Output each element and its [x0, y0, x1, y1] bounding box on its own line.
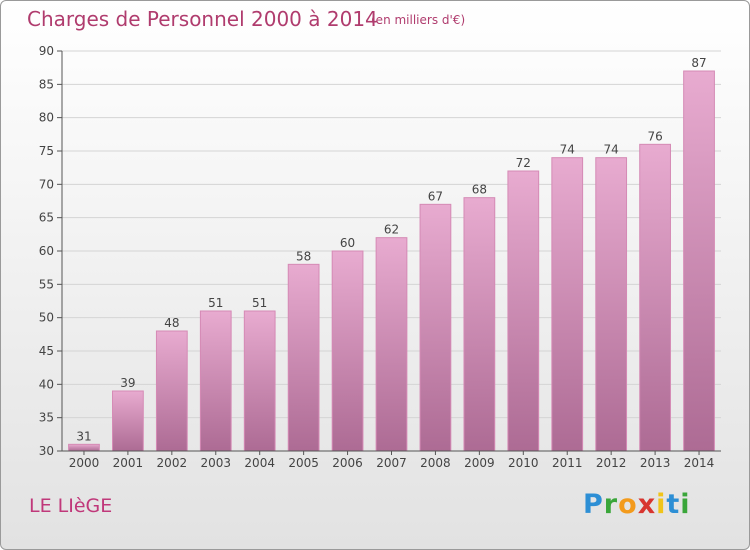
x-tick-label-2003: 2003: [200, 456, 231, 470]
bar-2004: [243, 310, 276, 452]
y-tick-label: 35: [39, 411, 54, 425]
data-label-2000: 31: [76, 429, 91, 443]
x-tick-label-2007: 2007: [376, 456, 407, 470]
bar-2001: [112, 390, 144, 452]
x-tick-label-2010: 2010: [508, 456, 539, 470]
logo-letter: t: [666, 489, 681, 520]
y-tick-label: 45: [39, 344, 54, 358]
data-label-2010: 72: [516, 156, 531, 170]
y-tick-label: 40: [39, 377, 54, 391]
data-label-2002: 48: [164, 316, 179, 330]
bar-2010: [507, 170, 540, 452]
bar-2003: [199, 310, 232, 452]
x-tick-label-2009: 2009: [464, 456, 495, 470]
logo-letter: x: [637, 489, 657, 520]
x-tick-label-2002: 2002: [157, 456, 188, 470]
data-label-2009: 68: [472, 183, 487, 197]
y-tick-label: 90: [39, 44, 54, 58]
bar-2012: [595, 157, 628, 452]
x-tick-label-2008: 2008: [420, 456, 451, 470]
chart-subtitle: (en milliers d'€): [371, 13, 466, 27]
bar-2005: [287, 263, 320, 452]
x-tick-label-2006: 2006: [332, 456, 363, 470]
bar-2009: [463, 197, 496, 452]
x-tick-label-2011: 2011: [552, 456, 583, 470]
logo-letter: P: [583, 489, 604, 520]
y-tick-label: 80: [39, 111, 54, 125]
proxiti-logo: Proxiti: [583, 489, 691, 520]
data-label-2005: 58: [296, 249, 311, 263]
x-tick-label-2012: 2012: [596, 456, 627, 470]
x-tick-label-2014: 2014: [684, 456, 715, 470]
bar-2007: [375, 237, 408, 452]
data-label-2001: 39: [120, 376, 135, 390]
y-tick-label: 50: [39, 311, 54, 325]
data-label-2003: 51: [208, 296, 223, 310]
y-tick-label: 30: [39, 444, 54, 458]
data-label-2014: 87: [691, 56, 706, 70]
data-label-2006: 60: [340, 236, 355, 250]
bar-2002: [155, 330, 188, 452]
x-tick-label-2005: 2005: [288, 456, 319, 470]
bar-2006: [331, 250, 364, 452]
bar-2014: [683, 70, 715, 452]
bar-2013: [639, 143, 671, 452]
y-tick-label: 60: [39, 244, 54, 258]
data-label-2012: 74: [604, 143, 619, 157]
logo-letter: i: [680, 489, 691, 520]
bar-2011: [551, 157, 584, 452]
logo-letter: i: [656, 489, 667, 520]
chart-title: Charges de Personnel 2000 à 2014: [27, 7, 378, 31]
bar-2000: [68, 443, 100, 452]
data-label-2013: 76: [647, 129, 662, 143]
y-tick-label: 85: [39, 77, 54, 91]
y-tick-label: 55: [39, 277, 54, 291]
data-label-2008: 67: [428, 189, 443, 203]
logo-letter: r: [603, 489, 619, 520]
bar-2008: [419, 203, 452, 452]
logo-letter: o: [618, 489, 638, 520]
commune-name: LE LIèGE: [29, 495, 113, 517]
x-tick-label-2001: 2001: [113, 456, 144, 470]
x-tick-label-2004: 2004: [244, 456, 275, 470]
x-tick-label-2000: 2000: [69, 456, 100, 470]
y-tick-label: 70: [39, 177, 54, 191]
y-tick-label: 75: [39, 144, 54, 158]
data-label-2011: 74: [560, 143, 575, 157]
data-label-2007: 62: [384, 223, 399, 237]
y-tick-label: 65: [39, 211, 54, 225]
x-tick-label-2013: 2013: [640, 456, 671, 470]
data-label-2004: 51: [252, 296, 267, 310]
